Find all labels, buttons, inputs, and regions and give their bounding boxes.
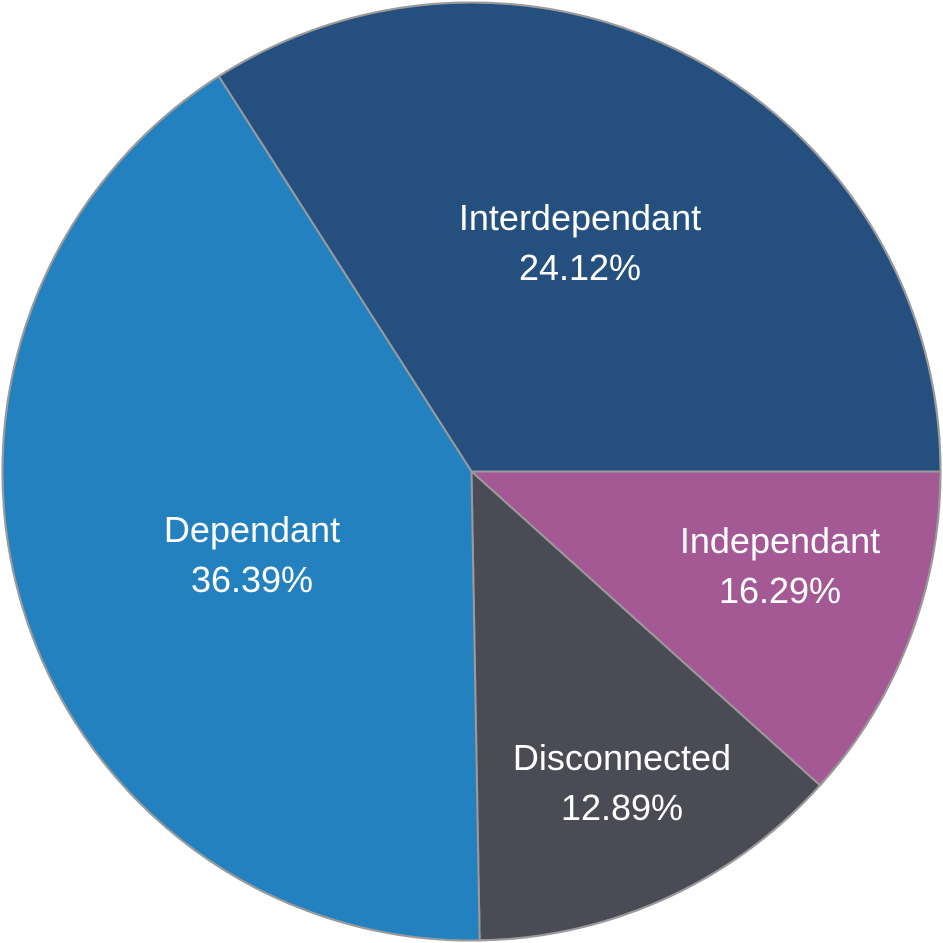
slice-name-label: Dependant	[164, 509, 340, 550]
slice-name-label: Interdependant	[459, 197, 701, 238]
slice-value-label: 16.29%	[719, 570, 841, 611]
pie-labels: Interdependant 24.12% Independant 16.29% Dis…	[164, 197, 880, 828]
slice-name-label: Independant	[680, 520, 880, 561]
slice-value-label: 12.89%	[561, 787, 683, 828]
slice-value-label: 36.39%	[191, 559, 313, 600]
slice-name-label: Disconnected	[513, 737, 731, 778]
slice-value-label: 24.12%	[519, 247, 641, 288]
